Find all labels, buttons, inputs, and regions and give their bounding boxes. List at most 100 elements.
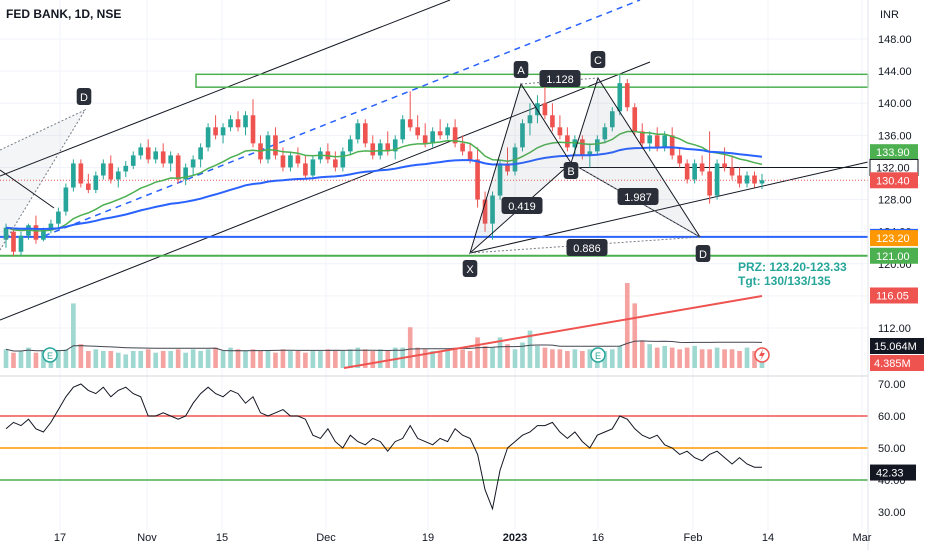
candle-body [295, 155, 301, 164]
volume-bar [707, 349, 712, 368]
candle [347, 135, 353, 156]
candle [160, 143, 166, 168]
candle [445, 123, 450, 140]
candle-body [273, 135, 278, 156]
candle [430, 127, 435, 148]
tag-text: 1.987 [624, 192, 652, 204]
earnings-marker-left: E [42, 347, 58, 363]
candle-body [662, 135, 668, 148]
candle-body [617, 83, 623, 112]
volume-bar [78, 344, 84, 368]
candle-body [86, 183, 91, 190]
candle [78, 159, 84, 188]
channel-mid-dashed [43, 0, 641, 237]
x-tick-label: Nov [137, 532, 157, 544]
ema-slow-line [5, 146, 763, 231]
candle-body [542, 103, 548, 116]
volume-bar [123, 354, 129, 368]
rsi-last-badge: 42.33 [870, 464, 916, 481]
x-tick-label: 16 [592, 532, 604, 544]
candle-body [153, 151, 159, 160]
candle-body [565, 135, 570, 148]
tag-text: A [517, 65, 525, 77]
candle [3, 223, 9, 248]
x-tick-label: Feb [684, 532, 703, 544]
candle [303, 155, 308, 180]
tag-bg [513, 61, 529, 78]
volume-bar [153, 352, 159, 368]
volume-bar [18, 351, 24, 368]
volume-bar [63, 349, 69, 368]
badge-bg [870, 230, 918, 247]
candle-body [190, 159, 196, 168]
candle-body [145, 147, 151, 160]
badge-bg [870, 355, 924, 371]
candle [108, 155, 114, 184]
candle [595, 135, 600, 156]
tag-text: D [80, 92, 88, 104]
candle [145, 139, 151, 164]
volume-bar [722, 349, 727, 368]
candle-body [437, 131, 443, 136]
pattern-label-d: D [695, 245, 711, 262]
volume-bar [71, 303, 76, 368]
volume-bar [130, 351, 136, 368]
candle [295, 147, 301, 168]
candle-body [362, 123, 368, 144]
candle-body [684, 163, 690, 180]
candle-body [333, 159, 338, 168]
volume-bar [183, 352, 188, 368]
candle [370, 135, 376, 160]
candle [235, 111, 241, 132]
harmonic-pattern: A B C D X D 1.128 0.419 1.987 0.886 [0, 51, 711, 277]
candle-body [452, 127, 458, 144]
candle-body [699, 163, 705, 172]
candle [362, 119, 368, 148]
volume-bar [714, 347, 720, 368]
volume-bar [422, 349, 428, 368]
volume-bar [475, 337, 480, 368]
volume-bar [175, 349, 181, 368]
candle [707, 131, 712, 204]
x-tick-label: 19 [422, 532, 434, 544]
candles [3, 75, 765, 256]
candle [609, 107, 615, 132]
candle-body [11, 231, 16, 252]
candle-body [280, 155, 286, 168]
volume-bar [609, 349, 615, 368]
candle-body [175, 155, 181, 180]
candle-body [303, 163, 308, 176]
volume-bar [550, 349, 555, 368]
earnings-glyph: E [47, 351, 53, 361]
x-tick-label: 17 [54, 532, 66, 544]
candle-body [168, 155, 173, 164]
tag-bg [76, 88, 92, 105]
volume-bar [445, 349, 450, 368]
volume-bar [587, 349, 593, 368]
candle-body [602, 127, 608, 140]
pattern-left-leg [0, 169, 55, 209]
volume-trend-line [343, 295, 763, 369]
candle-body [729, 167, 735, 176]
ema-fast-line [5, 130, 763, 232]
volume-bar [265, 351, 271, 368]
candle-body [497, 163, 503, 196]
volume-bar [669, 347, 675, 368]
tag-text: B [567, 166, 574, 178]
x-tick-label: 14 [762, 532, 774, 544]
volume-bar [228, 347, 233, 368]
earnings-glyph: E [595, 351, 601, 361]
candle-body [430, 131, 435, 144]
candle-body [467, 151, 473, 160]
tag-bg [539, 70, 581, 87]
candle [460, 135, 465, 156]
volume-bar [310, 351, 316, 368]
price-tick-label: 136.00 [878, 130, 912, 142]
volume-bar [632, 303, 638, 368]
volume-bar [205, 349, 211, 368]
volume-bar [572, 349, 578, 368]
volume-bar [41, 351, 46, 368]
candle [288, 151, 293, 172]
volume-bar [662, 345, 668, 368]
